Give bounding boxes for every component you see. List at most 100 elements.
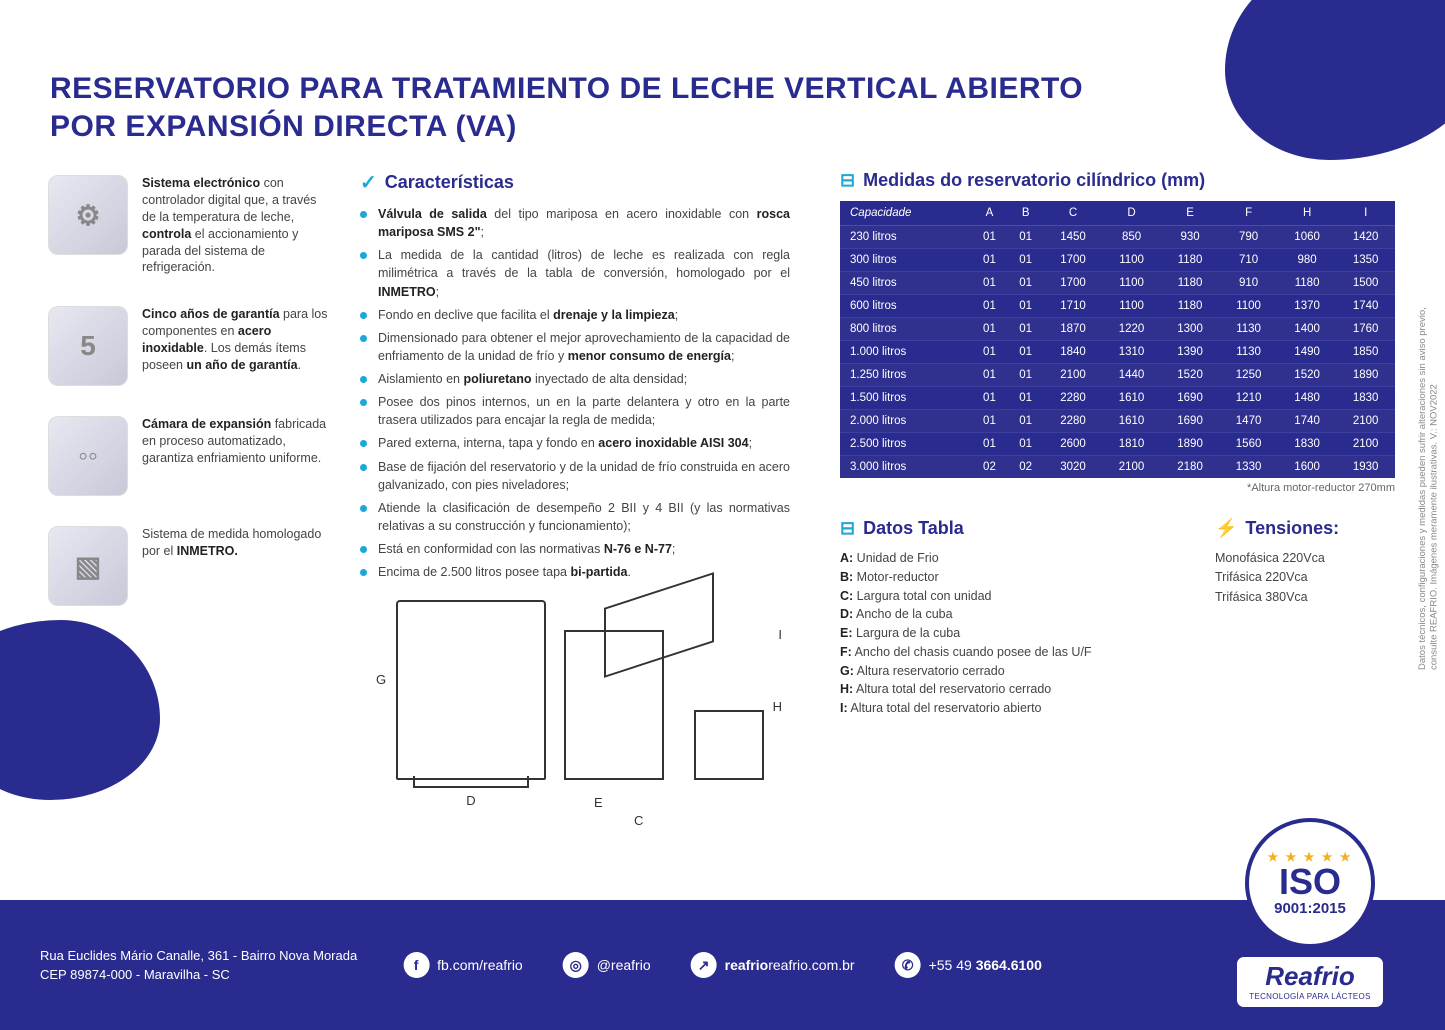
table-wrapper: CapacidadeABCDEFHI230 litros010114508509… bbox=[840, 201, 1395, 478]
iso-badge: ★ ★ ★ ★ ★ ISO 9001:2015 bbox=[1245, 818, 1375, 948]
tension-item: Trifásica 220Vca bbox=[1215, 568, 1395, 587]
measurements-table: CapacidadeABCDEFHI230 litros010114508509… bbox=[840, 201, 1395, 478]
phone-link[interactable]: ✆ +55 49 3664.6100 bbox=[895, 952, 1042, 978]
dim-label-h: H bbox=[773, 699, 782, 714]
tank-body bbox=[564, 630, 664, 780]
phone-icon: ✆ bbox=[895, 952, 921, 978]
tank-diagram: D G H I E C bbox=[360, 560, 800, 820]
page-title: RESERVATORIO PARA TRATAMIENTO DE LECHE V… bbox=[50, 70, 1385, 145]
characteristic-item: Atiende la clasificación de desempeño 2 … bbox=[360, 499, 790, 535]
datos-item: D: Ancho de la cuba bbox=[840, 605, 1185, 624]
datos-list: A: Unidad de FrioB: Motor-reductorC: Lar… bbox=[840, 549, 1185, 718]
characteristic-item: Válvula de salida del tipo mariposa en a… bbox=[360, 205, 790, 241]
footer-address: Rua Euclides Mário Canalle, 361 - Bairro… bbox=[40, 946, 357, 985]
table-row: 800 litros0101187012201300113014001760 bbox=[840, 318, 1395, 341]
title-line-1: RESERVATORIO PARA TRATAMIENTO DE LECHE V… bbox=[50, 72, 1083, 105]
datos-item: A: Unidad de Frio bbox=[840, 549, 1185, 568]
instagram-label: @reafrio bbox=[597, 957, 651, 973]
measurements-column: Medidas do reservatorio cilíndrico (mm) … bbox=[840, 170, 1395, 494]
tank-open-diagram: H I E C bbox=[564, 600, 764, 780]
check-icon bbox=[360, 170, 377, 195]
addr-line-1: Rua Euclides Mário Canalle, 361 - Bairro… bbox=[40, 946, 357, 966]
addr-line-2: CEP 89874-000 - Maravilha - SC bbox=[40, 965, 357, 985]
datos-item: C: Largura total con unidad bbox=[840, 587, 1185, 606]
facebook-icon: f bbox=[403, 952, 429, 978]
dim-label-g: G bbox=[376, 672, 386, 687]
lower-right-columns: Datos Tabla A: Unidad de FrioB: Motor-re… bbox=[840, 518, 1395, 718]
table-row: 1.250 litros0101210014401520125015201890 bbox=[840, 364, 1395, 387]
instagram-link[interactable]: ◎ @reafrio bbox=[563, 952, 651, 978]
brand-name: Reafrio bbox=[1249, 961, 1370, 992]
iso-year: 9001:2015 bbox=[1274, 900, 1346, 917]
table-heading: Medidas do reservatorio cilíndrico (mm) bbox=[840, 170, 1395, 191]
datos-heading: Datos Tabla bbox=[840, 518, 1185, 539]
tank-closed-diagram: D G bbox=[396, 600, 546, 780]
facebook-label: fb.com/reafrio bbox=[437, 957, 523, 973]
characteristic-item: Dimensionado para obtener el mejor aprov… bbox=[360, 329, 790, 365]
phone-label: +55 49 3664.6100 bbox=[929, 957, 1042, 973]
feature-thumbnail: ▧ bbox=[48, 526, 128, 606]
table-row: 1.000 litros0101184013101390113014901850 bbox=[840, 341, 1395, 364]
datos-item: G: Altura reservatorio cerrado bbox=[840, 662, 1185, 681]
iso-brand-block: ★ ★ ★ ★ ★ ISO 9001:2015 Reafrio TECNOLOG… bbox=[1215, 818, 1405, 1010]
instagram-icon: ◎ bbox=[563, 952, 589, 978]
characteristic-item: Aislamiento en poliuretano inyectado de … bbox=[360, 370, 790, 388]
tension-item: Trifásica 380Vca bbox=[1215, 588, 1395, 607]
datos-title: Datos Tabla bbox=[863, 518, 964, 539]
characteristics-title: Características bbox=[385, 172, 514, 193]
datos-item: I: Altura total del reservatorio abierto bbox=[840, 699, 1185, 718]
tape-measure-icon bbox=[840, 170, 855, 191]
feature-text: Sistema de medida homologado por el INME… bbox=[142, 526, 328, 560]
characteristic-item: Fondo en declive que facilita el drenaje… bbox=[360, 306, 790, 324]
decorative-blob-bottom-left bbox=[0, 620, 160, 800]
feature-text: Cámara de expansión fabricada en proceso… bbox=[142, 416, 328, 467]
characteristics-heading: Características bbox=[360, 170, 790, 195]
feature-thumbnail: ⚙ bbox=[48, 175, 128, 255]
datos-item: F: Ancho del chasis cuando posee de las … bbox=[840, 643, 1185, 662]
table-row: 2.000 litros0101228016101690147017402100 bbox=[840, 410, 1395, 433]
characteristic-item: Posee dos pinos internos, un en la parte… bbox=[360, 393, 790, 429]
table-footnote: *Altura motor-reductor 270mm bbox=[840, 482, 1395, 494]
table-row: 230 litros0101145085093079010601420 bbox=[840, 226, 1395, 249]
feature-row: ▧ Sistema de medida homologado por el INM… bbox=[48, 526, 328, 606]
dim-label-c: C bbox=[634, 813, 643, 828]
dim-label-i: I bbox=[778, 627, 782, 642]
bolt-icon bbox=[1215, 518, 1237, 539]
website-label: Reafrioreafrio.com.brreafrio.com.br bbox=[725, 957, 855, 973]
table-row: 300 litros01011700110011807109801350 bbox=[840, 249, 1395, 272]
dim-label-d: D bbox=[466, 793, 475, 808]
table-row: 450 litros010117001100118091011801500 bbox=[840, 272, 1395, 295]
vertical-disclaimer: Datos técnicos, configuraciones y medida… bbox=[1417, 300, 1431, 670]
feature-thumbnail: ◦◦ bbox=[48, 416, 128, 496]
characteristic-item: Base de fijación del reservatorio y de l… bbox=[360, 458, 790, 494]
characteristic-item: Está en conformidad con las normativas N… bbox=[360, 540, 790, 558]
table-row: 2.500 litros0101260018101890156018302100 bbox=[840, 433, 1395, 456]
feature-row: ◦◦ Cámara de expansión fabricada en proce… bbox=[48, 416, 328, 496]
dim-label-e: E bbox=[594, 795, 603, 810]
footer-bar: Rua Euclides Mário Canalle, 361 - Bairro… bbox=[0, 900, 1445, 1030]
left-features-column: ⚙Sistema electrónico con controlador dig… bbox=[48, 175, 328, 636]
tensiones-column: Tensiones: Monofásica 220VcaTrifásica 22… bbox=[1215, 518, 1395, 718]
title-line-2: POR EXPANSIÓN DIRECTA (VA) bbox=[50, 110, 517, 143]
datos-item: E: Largura de la cuba bbox=[840, 624, 1185, 643]
feature-row: ⚙Sistema electrónico con controlador dig… bbox=[48, 175, 328, 276]
cooling-unit bbox=[694, 710, 764, 780]
datos-item: H: Altura total del reservatorio cerrado bbox=[840, 680, 1185, 699]
characteristics-list: Válvula de salida del tipo mariposa en a… bbox=[360, 205, 790, 581]
tensiones-heading: Tensiones: bbox=[1215, 518, 1395, 539]
tensiones-list: Monofásica 220VcaTrifásica 220VcaTrifási… bbox=[1215, 549, 1395, 607]
tension-item: Monofásica 220Vca bbox=[1215, 549, 1395, 568]
iso-label: ISO bbox=[1279, 864, 1341, 900]
characteristic-item: Pared externa, interna, tapa y fondo en … bbox=[360, 434, 790, 452]
cursor-icon: ↗ bbox=[691, 952, 717, 978]
tensiones-title: Tensiones: bbox=[1245, 518, 1339, 539]
feature-text: Sistema electrónico con controlador digi… bbox=[142, 175, 328, 276]
brand-tagline: TECNOLOGÍA PARA LÁCTEOS bbox=[1249, 992, 1370, 1001]
feature-text: Cinco años de garantía para los componen… bbox=[142, 306, 328, 374]
table-row: 3.000 litros0202302021002180133016001930 bbox=[840, 456, 1395, 479]
characteristics-column: Características Válvula de salida del ti… bbox=[360, 170, 790, 586]
facebook-link[interactable]: f fb.com/reafrio bbox=[403, 952, 523, 978]
footer-social-row: f fb.com/reafrio ◎ @reafrio ↗ Reafriorea… bbox=[403, 952, 1042, 978]
website-link[interactable]: ↗ Reafrioreafrio.com.brreafrio.com.br bbox=[691, 952, 855, 978]
characteristic-item: La medida de la cantidad (litros) de lec… bbox=[360, 246, 790, 300]
